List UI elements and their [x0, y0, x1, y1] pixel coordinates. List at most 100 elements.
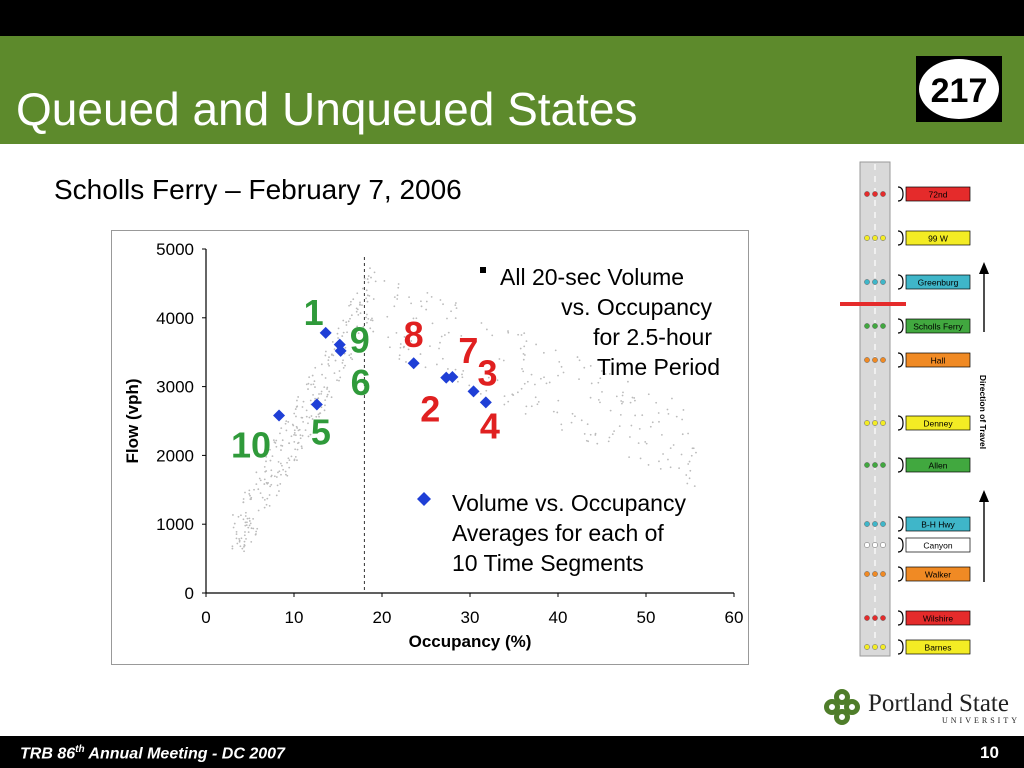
legend-top-line: Time Period: [597, 354, 720, 380]
sample-dot: [356, 308, 359, 311]
sample-dot: [320, 393, 323, 395]
station-box: [905, 457, 971, 473]
sample-dot: [263, 465, 266, 468]
sample-dot: [574, 415, 576, 418]
sample-dot: [396, 294, 399, 297]
sample-dot: [534, 396, 537, 399]
sample-dot: [242, 498, 245, 500]
sample-dot: [349, 300, 352, 303]
sample-dot: [511, 393, 514, 396]
sample-dot: [461, 373, 463, 376]
sample-dot: [371, 317, 373, 320]
sample-dot: [516, 391, 519, 394]
sample-dot: [599, 401, 601, 404]
sample-dot: [388, 346, 391, 349]
station-label: Walker: [925, 570, 951, 580]
detector-dot: [880, 420, 886, 426]
legend-bottom-line: Averages for each of: [452, 520, 664, 546]
sample-dot: [688, 460, 691, 463]
sample-dot: [318, 412, 321, 415]
sample-dot: [362, 287, 364, 290]
scatter-chart: 0 1000 2000 3000 4000 5000 0 10 20 30 40 50 60 Occupa…: [111, 230, 749, 665]
sample-dot: [408, 332, 411, 335]
detector-dot: [872, 462, 878, 468]
x-tick-label: 40: [549, 608, 568, 627]
sample-dot: [243, 540, 246, 543]
station-brace: [897, 274, 904, 290]
y-tick-label: 3000: [156, 378, 194, 397]
sample-dot: [301, 434, 304, 437]
sample-dot: [557, 374, 559, 377]
station-box: [905, 610, 971, 626]
sample-dot: [687, 432, 690, 435]
sample-dot: [356, 325, 359, 328]
sample-dot: [600, 370, 603, 372]
sample-dot: [688, 477, 691, 480]
sample-dot: [247, 531, 250, 534]
point-label: 6: [351, 362, 371, 403]
sample-dot: [403, 336, 406, 338]
sample-dot: [678, 467, 680, 470]
sample-dot: [519, 347, 522, 350]
sample-dot: [454, 368, 457, 371]
sample-dot: [570, 421, 573, 424]
sample-dot: [317, 397, 320, 400]
sample-dot: [415, 317, 418, 320]
sample-dot: [280, 427, 283, 430]
sample-dot: [442, 303, 444, 306]
sample-dot: [314, 397, 317, 400]
sample-dot: [398, 358, 401, 360]
sample-dot: [662, 453, 664, 455]
station-label: B-H Hwy: [921, 520, 955, 530]
sample-dot: [370, 319, 372, 321]
detector-dot: [864, 521, 870, 527]
sample-dot: [454, 317, 457, 319]
sample-dot: [365, 316, 367, 319]
detector-dot: [880, 357, 886, 363]
sample-dot: [281, 439, 284, 442]
sample-dot: [327, 359, 330, 362]
sample-dot: [257, 509, 260, 512]
station-label: Wilshire: [923, 614, 953, 624]
x-tick-label: 20: [373, 608, 392, 627]
sample-dot: [524, 412, 527, 415]
sample-dot: [395, 331, 398, 334]
sample-dot: [248, 489, 251, 492]
sample-dot: [301, 406, 304, 408]
sample-dot: [503, 395, 506, 397]
sample-dot: [420, 300, 422, 303]
sample-dot: [308, 416, 311, 419]
sample-dot: [290, 435, 293, 438]
sample-dot: [266, 497, 269, 500]
sample-dot: [366, 294, 369, 297]
sample-dot: [282, 468, 285, 471]
station-box: [905, 230, 971, 246]
detector-dot: [872, 420, 878, 426]
sample-dot: [328, 356, 330, 359]
freeway-corridor-map: 72nd 99 W Greenburg Scholls Ferry Hall Denney…: [840, 161, 989, 657]
sample-dot: [491, 334, 494, 337]
sample-dot: [252, 527, 255, 530]
sample-dot: [628, 456, 631, 459]
sample-dot: [426, 291, 429, 294]
sample-dot: [608, 373, 611, 375]
sample-dot: [526, 380, 529, 383]
sample-dot: [374, 280, 377, 283]
sample-dot: [293, 433, 296, 436]
sample-dot: [293, 429, 296, 432]
sample-dot: [576, 356, 579, 358]
sample-dot: [296, 405, 299, 408]
sample-dot: [294, 408, 297, 410]
sample-dot: [259, 492, 262, 495]
sample-dot: [367, 275, 370, 277]
sample-dot: [622, 391, 624, 394]
detector-dot: [880, 235, 886, 241]
sample-dot: [296, 442, 299, 445]
y-tick-label: 1000: [156, 515, 194, 534]
sample-dot: [310, 415, 313, 417]
station-label: 99 W: [928, 234, 948, 244]
station-brace: [897, 516, 904, 532]
sample-dot: [346, 331, 348, 334]
sample-dot: [530, 373, 533, 376]
sample-dot: [336, 332, 339, 335]
